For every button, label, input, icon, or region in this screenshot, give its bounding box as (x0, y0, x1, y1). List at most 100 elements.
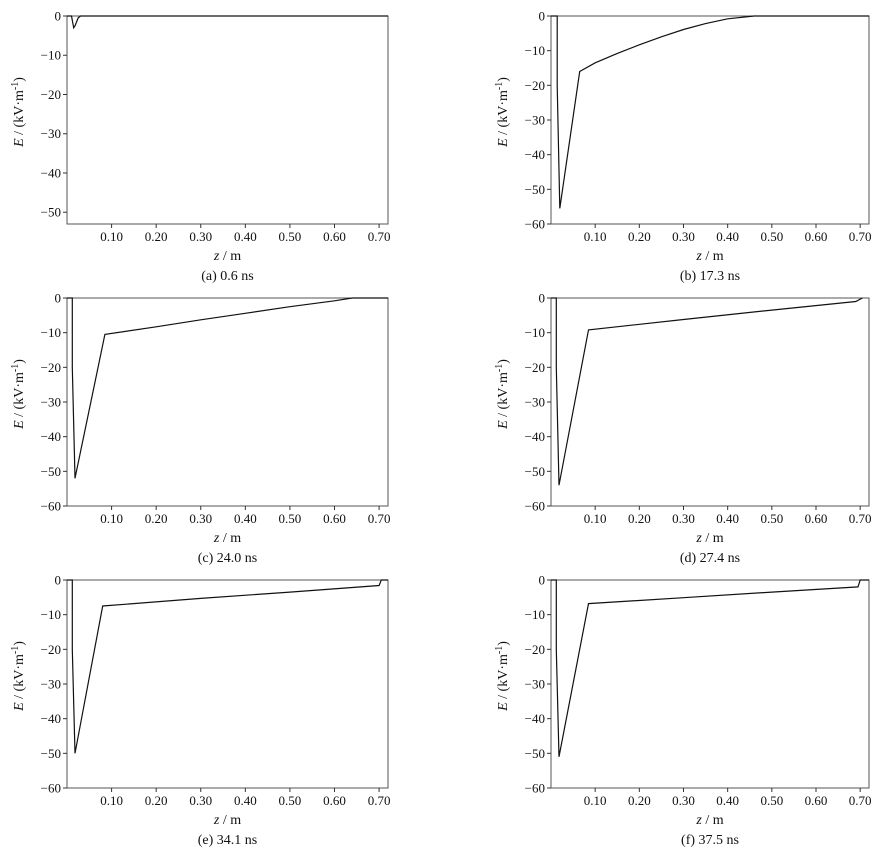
x-tick-label: 0.20 (628, 229, 651, 244)
x-axis-label: z / m (695, 531, 723, 546)
panel-caption: (d) 27.4 ns (680, 551, 740, 566)
y-tick-label: −10 (525, 325, 545, 340)
x-tick-label: 0.20 (628, 793, 651, 808)
x-tick-label: 0.20 (145, 793, 168, 808)
chart-panel-2: 0.10 0.20 0.30 0.40 0.50 0.60 0.70 0 −10 −20 −30 −4… (494, 9, 872, 285)
y-axis-label: E / (kV·m-1) (10, 641, 27, 712)
series-line (67, 15, 388, 30)
x-tick-label: 0.40 (234, 511, 257, 526)
y-tick-label: −20 (41, 360, 61, 375)
chart-panel-1: 0.10 0.20 0.30 0.40 0.50 0.60 0.70 0 −10 −20 −30 −4… (10, 9, 390, 285)
x-axis-label: z / m (213, 531, 241, 546)
series-line (551, 297, 863, 486)
x-axis-label: z / m (213, 813, 241, 828)
y-tick-label: −20 (525, 642, 545, 657)
x-tick-label: 0.30 (672, 793, 695, 808)
x-tick-label: 0.40 (716, 793, 739, 808)
x-tick-label: 0.50 (279, 229, 302, 244)
y-tick-label: −50 (525, 182, 545, 197)
y-tick-label: −10 (525, 43, 545, 58)
y-tick-label: −60 (525, 217, 545, 232)
y-axis-label: E / (kV·m-1) (494, 77, 511, 148)
y-tick-label: −50 (41, 464, 61, 479)
x-tick-label: 0.70 (849, 793, 872, 808)
y-axis-label: E / (kV·m-1) (494, 359, 511, 430)
panel-caption: (e) 34.1 ns (198, 833, 258, 848)
x-tick-label: 0.20 (145, 229, 168, 244)
x-tick-label: 0.50 (279, 511, 302, 526)
x-tick-label: 0.50 (279, 793, 302, 808)
x-tick-label: 0.30 (672, 511, 695, 526)
x-tick-label: 0.40 (234, 229, 257, 244)
x-tick-label: 0.60 (323, 229, 346, 244)
x-tick-label: 0.10 (584, 229, 607, 244)
x-tick-label: 0.30 (672, 229, 695, 244)
y-tick-label: −60 (525, 499, 545, 514)
x-tick-label: 0.70 (849, 511, 872, 526)
panel-caption: (f) 37.5 ns (681, 833, 739, 848)
y-tick-label: −50 (525, 464, 545, 479)
panel-caption: (b) 17.3 ns (680, 269, 740, 284)
x-tick-label: 0.50 (760, 511, 783, 526)
series-line (551, 579, 869, 757)
y-tick-label: −20 (525, 78, 545, 93)
y-tick-label: −20 (525, 360, 545, 375)
y-tick-label: −40 (41, 711, 61, 726)
y-tick-label: −10 (41, 607, 61, 622)
series-line (67, 579, 388, 754)
x-tick-label: 0.40 (716, 511, 739, 526)
y-tick-label: −10 (41, 48, 61, 63)
y-tick-label: −40 (41, 165, 61, 180)
x-axis-label: z / m (213, 249, 241, 264)
y-tick-label: 0 (539, 291, 546, 306)
x-tick-label: 0.20 (628, 511, 651, 526)
x-tick-label: 0.10 (584, 793, 607, 808)
plot-frame (66, 15, 389, 225)
y-tick-label: −40 (525, 147, 545, 162)
x-tick-label: 0.60 (805, 229, 828, 244)
x-tick-label: 0.60 (323, 793, 346, 808)
x-tick-label: 0.50 (760, 229, 783, 244)
plot-frame (66, 297, 389, 507)
plot-frame (550, 579, 870, 789)
y-tick-label: −30 (525, 677, 545, 692)
x-tick-label: 0.60 (805, 511, 828, 526)
y-axis-label: E / (kV·m-1) (494, 641, 511, 712)
x-tick-label: 0.40 (234, 793, 257, 808)
y-tick-label: −60 (41, 499, 61, 514)
series-line (551, 15, 869, 209)
y-tick-label: −40 (525, 711, 545, 726)
y-tick-label: −30 (41, 677, 61, 692)
panel-caption: (c) 24.0 ns (198, 551, 258, 566)
chart-panel-5: 0.10 0.20 0.30 0.40 0.50 0.60 0.70 0 −10 −20 −30 −4… (10, 573, 390, 849)
y-axis-label: E / (kV·m-1) (10, 77, 27, 148)
x-tick-label: 0.10 (100, 511, 123, 526)
y-tick-label: 0 (539, 573, 546, 588)
x-tick-label: 0.70 (368, 793, 391, 808)
x-axis-label: z / m (695, 249, 723, 264)
y-tick-label: −60 (41, 781, 61, 796)
x-tick-label: 0.10 (584, 511, 607, 526)
y-tick-label: −20 (41, 642, 61, 657)
x-tick-label: 0.70 (368, 229, 391, 244)
x-axis-label: z / m (695, 813, 723, 828)
x-tick-label: 0.20 (145, 511, 168, 526)
y-tick-label: 0 (55, 573, 62, 588)
y-tick-label: 0 (55, 291, 62, 306)
y-axis-label: E / (kV·m-1) (10, 359, 27, 430)
y-tick-label: −60 (525, 781, 545, 796)
y-tick-label: −10 (525, 607, 545, 622)
x-tick-label: 0.10 (100, 229, 123, 244)
y-tick-label: −50 (41, 746, 61, 761)
x-tick-label: 0.70 (368, 511, 391, 526)
x-tick-label: 0.60 (805, 793, 828, 808)
y-tick-label: −30 (41, 395, 61, 410)
plot-frame (550, 15, 870, 225)
y-tick-label: −40 (41, 429, 61, 444)
x-tick-label: 0.10 (100, 793, 123, 808)
panel-caption: (a) 0.6 ns (201, 269, 254, 284)
x-tick-label: 0.30 (189, 511, 212, 526)
series-line (67, 297, 388, 479)
